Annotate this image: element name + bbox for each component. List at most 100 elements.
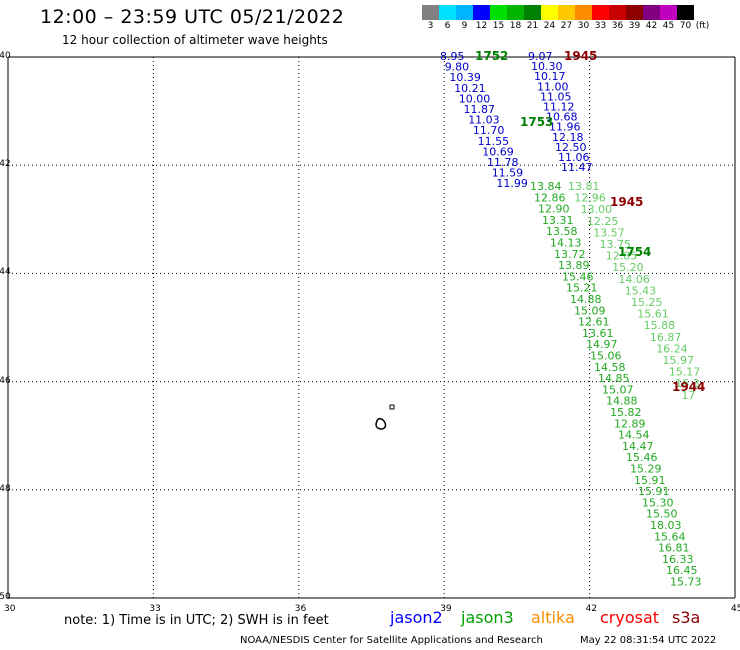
pass-time-label: 1945 bbox=[610, 195, 643, 209]
wave-height-value: 13.81 bbox=[568, 180, 600, 193]
map-title: 12:00 – 23:59 UTC 05/21/2022 bbox=[40, 6, 345, 28]
wave-height-value: 11.05 bbox=[540, 90, 572, 103]
wave-height-value: 11.47 bbox=[561, 161, 593, 174]
longitude-label: 39 bbox=[440, 604, 452, 614]
wave-height-value: 15.09 bbox=[574, 304, 606, 317]
wave-height-value: 11.99 bbox=[496, 177, 528, 190]
pass-time-label: 1945 bbox=[564, 49, 597, 63]
wave-height-value: 16.24 bbox=[656, 342, 688, 355]
wave-height-value: 15.73 bbox=[670, 576, 702, 589]
longitude-label: 33 bbox=[149, 604, 161, 614]
color-scale-label: 30 bbox=[577, 21, 590, 31]
wave-height-value: 15.20 bbox=[612, 261, 644, 274]
color-swatch bbox=[660, 5, 677, 20]
wave-height-value: 12.61 bbox=[578, 316, 610, 329]
color-scale-label: 18 bbox=[509, 21, 522, 31]
wave-height-value: 15.50 bbox=[646, 508, 678, 521]
wave-height-value: 16.45 bbox=[666, 564, 698, 577]
color-scale-labels: 3 6 9 12 15 18 21 24 27 30 33 36 39 42 45 70 (ft) bbox=[422, 21, 711, 33]
map-grid bbox=[7, 56, 736, 599]
color-swatch bbox=[677, 5, 694, 20]
color-swatch bbox=[524, 5, 541, 20]
satellite-legend-s3a: s3a bbox=[672, 608, 701, 627]
color-scale-label: 3 bbox=[427, 21, 434, 31]
satellite-legend-jason2: jason2 bbox=[390, 608, 443, 627]
wave-height-value: 14.85 bbox=[598, 372, 630, 385]
wave-height-value: 13.61 bbox=[582, 327, 614, 340]
wave-height-value: 16.33 bbox=[662, 553, 694, 566]
wave-height-value: 15.64 bbox=[654, 530, 686, 543]
wave-height-value: 15.88 bbox=[644, 319, 676, 332]
wave-height-value: 15.61 bbox=[637, 308, 669, 321]
color-swatch bbox=[422, 5, 439, 20]
wave-height-value: 11.03 bbox=[468, 114, 500, 127]
color-scale-label: 36 bbox=[611, 21, 624, 31]
color-swatch bbox=[473, 5, 490, 20]
color-swatch bbox=[507, 5, 524, 20]
satellite-legend-jason3: jason3 bbox=[461, 608, 514, 627]
color-swatch bbox=[694, 5, 711, 20]
wave-height-value: 11.96 bbox=[549, 121, 581, 134]
wave-height-value: 11.00 bbox=[537, 80, 569, 93]
color-scale-label: 27 bbox=[560, 21, 573, 31]
longitude-label: 30 bbox=[4, 604, 16, 614]
wave-height-value: 10.00 bbox=[459, 92, 491, 105]
pass-time-label: 1944 bbox=[672, 380, 705, 394]
wave-height-value: 15.30 bbox=[642, 496, 674, 509]
wave-height-value: 15.17 bbox=[669, 366, 701, 379]
pass-time-label: 1753 bbox=[520, 115, 553, 129]
wave-height-value: 12.50 bbox=[555, 141, 587, 154]
wave-height-value: 16.87 bbox=[650, 331, 682, 344]
wave-height-value: 14.88 bbox=[570, 293, 602, 306]
wave-height-value: 12.25 bbox=[587, 215, 619, 228]
satellite-legend-cryosat: cryosat bbox=[600, 608, 660, 627]
color-scale-label: 39 bbox=[628, 21, 641, 31]
island-outline bbox=[375, 404, 395, 430]
wave-height-value: 16.3 bbox=[675, 377, 700, 390]
wave-height-value: 12.90 bbox=[538, 203, 570, 216]
wave-height-value: 15.91 bbox=[634, 474, 666, 487]
color-swatch bbox=[490, 5, 507, 20]
wave-height-value: 13.72 bbox=[554, 248, 586, 261]
wave-height-value: 14.58 bbox=[594, 361, 626, 374]
wave-height-value: 15.43 bbox=[625, 284, 657, 297]
wave-height-value: 11.55 bbox=[478, 135, 510, 148]
satellite-legend-altika: altika bbox=[531, 608, 575, 627]
wave-height-value: 12.85 bbox=[606, 250, 638, 263]
wave-height-value: 15.07 bbox=[602, 383, 634, 396]
wave-height-value: 13.00 bbox=[581, 203, 613, 216]
wave-height-value: 15.29 bbox=[630, 463, 662, 476]
wave-height-value: 13.57 bbox=[593, 226, 625, 239]
pass-time-label: 1754 bbox=[618, 245, 651, 259]
wave-height-value: 10.30 bbox=[531, 60, 563, 73]
altimeter-tracks: 8.959.8010.3910.2110.0011.8711.0311.7011… bbox=[440, 49, 705, 589]
color-scale-label: 21 bbox=[526, 21, 539, 31]
latitude-label: -48 bbox=[0, 483, 11, 494]
longitude-label: 45 bbox=[731, 604, 740, 614]
wave-height-value: 14.13 bbox=[550, 237, 582, 250]
wave-height-value: 14.47 bbox=[622, 440, 654, 453]
color-swatch bbox=[575, 5, 592, 20]
wave-height-value: 12.18 bbox=[552, 131, 584, 144]
color-swatch bbox=[592, 5, 609, 20]
wave-height-value: 14.88 bbox=[606, 395, 638, 408]
color-scale-label: (ft) bbox=[695, 21, 710, 31]
wave-height-value: 15.46 bbox=[562, 270, 594, 283]
color-swatch bbox=[456, 5, 473, 20]
wave-height-value: 13.31 bbox=[542, 214, 574, 227]
map-subtitle: 12 hour collection of altimeter wave hei… bbox=[62, 33, 328, 47]
wave-height-value: 11.87 bbox=[464, 103, 496, 116]
color-scale-label: 12 bbox=[475, 21, 488, 31]
wave-height-value: 10.69 bbox=[482, 145, 514, 158]
wave-height-value: 9.07 bbox=[528, 50, 553, 63]
longitude-label: 36 bbox=[294, 604, 307, 614]
footer-note: note: 1) Time is in UTC; 2) SWH is in fe… bbox=[64, 613, 329, 628]
generation-timestamp: May 22 08:31:54 UTC 2022 bbox=[580, 635, 717, 646]
color-scale-label: 6 bbox=[444, 21, 451, 31]
wave-height-value: 15.25 bbox=[631, 296, 663, 309]
wave-height-value: 13.58 bbox=[546, 225, 578, 238]
wave-height-value: 15.82 bbox=[610, 406, 642, 419]
color-swatch bbox=[609, 5, 626, 20]
islet-shape bbox=[389, 404, 395, 410]
